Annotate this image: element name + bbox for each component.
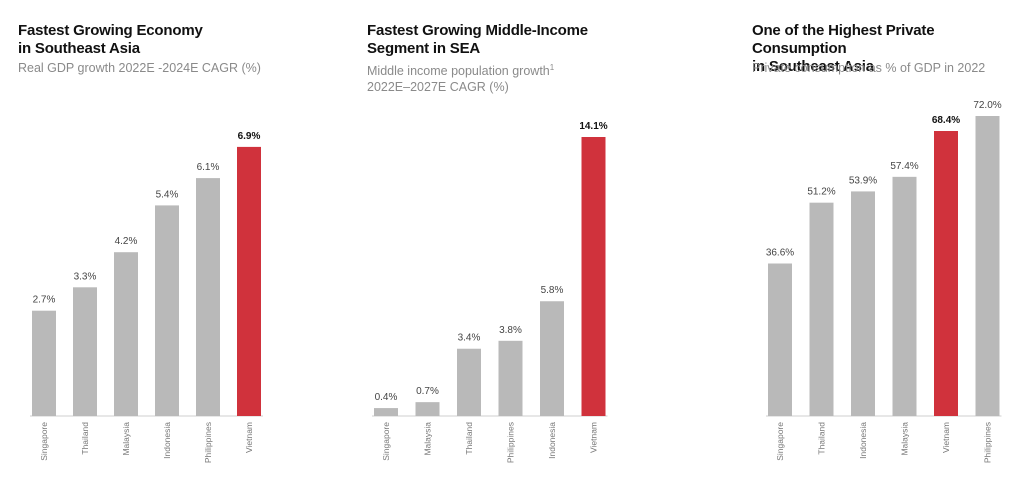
data-label-philippines: 6.1% <box>197 162 220 173</box>
data-label-thailand: 3.3% <box>74 271 97 282</box>
category-label-indonesia: Indonesia <box>858 422 868 459</box>
bar-malaysia <box>892 176 917 416</box>
bar-singapore <box>768 263 792 416</box>
bar-vietnam <box>934 131 958 416</box>
category-label-singapore: Singapore <box>381 422 391 461</box>
data-label-philippines: 72.0% <box>973 100 1001 111</box>
chart-subtitle: Middle income population growth1 2022E–20… <box>367 60 554 95</box>
chart-panel-middle-income: Fastest Growing Middle-Income Segment in… <box>367 0 657 481</box>
chart-subtitle-line2: 2022E–2027E CAGR (%) <box>367 80 509 95</box>
data-label-vietnam: 6.9% <box>238 131 261 142</box>
chart-title: Fastest Growing Middle-Income Segment in… <box>367 22 588 57</box>
category-label-philippines: Philippines <box>506 422 516 463</box>
category-label-thailand: Thailand <box>464 422 474 455</box>
category-label-indonesia: Indonesia <box>162 422 172 459</box>
bar-thailand <box>457 348 481 416</box>
category-label-thailand: Thailand <box>817 422 827 455</box>
data-label-indonesia: 53.9% <box>849 175 877 186</box>
bar-vietnam <box>581 137 606 416</box>
category-label-vietnam: Vietnam <box>244 422 254 453</box>
chart-title: Fastest Growing Economy in Southeast Asi… <box>18 22 203 57</box>
bar-philippines <box>975 116 1000 416</box>
chart-subtitle: Real GDP growth 2022E -2024E CAGR (%) <box>18 61 261 75</box>
data-label-malaysia: 57.4% <box>890 161 918 172</box>
chart-subtitle: Private consumption as % of GDP in 2022 <box>752 61 986 75</box>
data-label-thailand: 3.4% <box>458 333 481 344</box>
bar-malaysia <box>415 402 440 416</box>
category-label-philippines: Philippines <box>203 422 213 463</box>
data-label-singapore: 0.4% <box>375 392 398 403</box>
data-label-vietnam: 14.1% <box>579 121 607 132</box>
chart-panel-private-consumption: One of the Highest Private Consumption i… <box>752 0 1024 481</box>
data-label-philippines: 3.8% <box>499 325 522 336</box>
chart-panel-gdp-growth: Fastest Growing Economy in Southeast Asi… <box>18 0 308 481</box>
bar-vietnam <box>237 146 261 416</box>
bar-thailand <box>73 287 97 416</box>
bar-singapore <box>374 408 398 416</box>
data-label-malaysia: 0.7% <box>416 386 439 397</box>
data-label-vietnam: 68.4% <box>932 115 960 126</box>
bar-philippines <box>196 178 220 416</box>
data-label-malaysia: 4.2% <box>115 236 138 247</box>
bar-philippines <box>498 340 523 416</box>
bar-chart-private-consumption: 36.6% Singapore 51.2% Thailand 53.9% Indonesi… <box>766 100 1002 463</box>
category-label-vietnam: Vietnam <box>941 422 951 453</box>
chart-subtitle-line1: Middle income population growth <box>367 64 550 79</box>
bar-indonesia <box>540 301 564 416</box>
data-label-thailand: 51.2% <box>807 187 835 198</box>
bar-singapore <box>32 310 56 416</box>
data-label-singapore: 2.7% <box>33 295 56 306</box>
category-label-malaysia: Malaysia <box>121 422 131 456</box>
bar-indonesia <box>851 191 875 416</box>
category-label-vietnam: Vietnam <box>589 422 599 453</box>
chart-title: One of the Highest Private Consumption i… <box>752 22 935 75</box>
footnote-marker: 1 <box>549 63 555 72</box>
category-label-malaysia: Malaysia <box>423 422 433 456</box>
data-label-indonesia: 5.8% <box>541 285 564 296</box>
bar-malaysia <box>114 252 138 416</box>
data-label-singapore: 36.6% <box>766 248 794 259</box>
bar-chart-gdp-growth: 2.7% Singapore 3.3% Thailand 4.2% Malaysia 5.4… <box>30 131 263 463</box>
category-label-thailand: Thailand <box>80 422 90 455</box>
bar-chart-middle-income: 0.4% Singapore 0.7% Malaysia 3.4% Thailand 3.8… <box>372 121 608 463</box>
category-label-singapore: Singapore <box>775 422 785 461</box>
category-label-malaysia: Malaysia <box>900 422 910 456</box>
category-label-singapore: Singapore <box>39 422 49 461</box>
data-label-indonesia: 5.4% <box>156 189 179 200</box>
category-label-indonesia: Indonesia <box>547 422 557 459</box>
category-label-philippines: Philippines <box>983 422 993 463</box>
bar-indonesia <box>155 205 179 416</box>
bar-thailand <box>809 202 834 416</box>
